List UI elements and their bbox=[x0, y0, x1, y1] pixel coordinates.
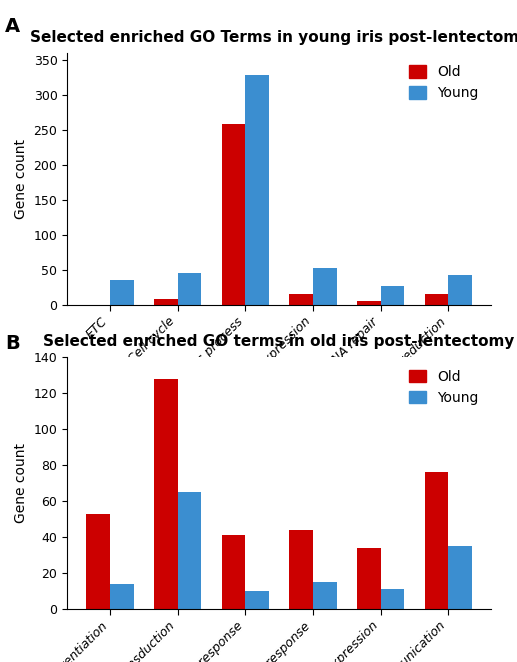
Bar bbox=[357, 548, 381, 609]
Bar bbox=[290, 530, 313, 609]
Bar bbox=[448, 546, 472, 609]
Bar bbox=[178, 493, 202, 609]
Bar bbox=[222, 124, 246, 305]
Bar bbox=[313, 582, 337, 609]
Bar bbox=[222, 536, 246, 609]
Bar bbox=[110, 280, 134, 305]
Title: Selected enriched GO terms in old iris post-lentectomy: Selected enriched GO terms in old iris p… bbox=[43, 334, 515, 350]
Bar bbox=[110, 584, 134, 609]
Bar bbox=[424, 294, 448, 305]
Bar bbox=[313, 268, 337, 305]
Bar bbox=[290, 294, 313, 305]
Bar bbox=[424, 473, 448, 609]
Bar bbox=[154, 299, 178, 305]
Legend: Old, Young: Old, Young bbox=[404, 60, 484, 106]
Bar bbox=[381, 589, 404, 609]
Bar bbox=[178, 273, 202, 305]
X-axis label: GO terms: GO terms bbox=[246, 416, 312, 430]
Bar bbox=[357, 301, 381, 305]
Bar bbox=[246, 591, 269, 609]
Bar bbox=[246, 75, 269, 305]
Legend: Old, Young: Old, Young bbox=[404, 364, 484, 410]
Title: Selected enriched GO Terms in young iris post-lentectomy: Selected enriched GO Terms in young iris… bbox=[29, 30, 517, 45]
Bar bbox=[86, 514, 110, 609]
Text: A: A bbox=[5, 17, 20, 36]
Bar bbox=[448, 275, 472, 305]
Y-axis label: Gene count: Gene count bbox=[14, 139, 28, 218]
Bar bbox=[154, 379, 178, 609]
Text: B: B bbox=[5, 334, 20, 354]
Bar bbox=[381, 287, 404, 305]
Y-axis label: Gene count: Gene count bbox=[14, 444, 28, 523]
